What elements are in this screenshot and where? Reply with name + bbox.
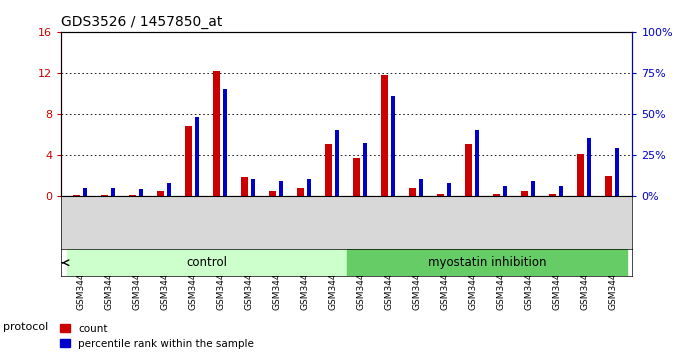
Bar	[251, 179, 255, 196]
Bar	[241, 177, 248, 196]
Bar	[587, 138, 591, 196]
Bar	[531, 181, 535, 196]
Text: protocol: protocol	[3, 322, 49, 332]
Bar	[139, 189, 143, 196]
Bar	[157, 190, 164, 196]
Text: GDS3526 / 1457850_at: GDS3526 / 1457850_at	[61, 16, 222, 29]
Bar	[185, 126, 192, 196]
Bar	[381, 75, 388, 196]
Bar	[577, 154, 584, 196]
Text: myostatin inhibition: myostatin inhibition	[428, 256, 546, 269]
Bar	[167, 183, 171, 196]
Bar	[347, 249, 627, 276]
Bar	[83, 188, 87, 196]
Bar	[437, 194, 444, 196]
Bar	[223, 89, 227, 196]
Bar	[335, 130, 339, 196]
Bar	[615, 148, 619, 196]
Bar	[279, 181, 283, 196]
Bar	[111, 188, 115, 196]
Bar	[391, 96, 395, 196]
Bar	[419, 179, 423, 196]
Bar	[521, 190, 528, 196]
Text: control: control	[186, 256, 227, 269]
Bar	[549, 194, 556, 196]
Bar	[503, 186, 507, 196]
Bar	[605, 176, 612, 196]
Legend: count, percentile rank within the sample: count, percentile rank within the sample	[60, 324, 254, 349]
Bar	[129, 195, 136, 196]
Bar	[465, 144, 472, 196]
Bar	[213, 71, 220, 196]
Bar	[325, 144, 332, 196]
Bar	[73, 195, 80, 196]
Bar	[67, 249, 347, 276]
Bar	[307, 179, 311, 196]
Bar	[101, 195, 108, 196]
Bar	[409, 188, 416, 196]
Bar	[559, 186, 563, 196]
Bar	[195, 117, 199, 196]
Bar	[297, 188, 304, 196]
Bar	[447, 183, 451, 196]
Bar	[363, 143, 367, 196]
Bar	[269, 190, 276, 196]
Bar	[475, 130, 479, 196]
Bar	[353, 158, 360, 196]
Bar	[493, 194, 500, 196]
